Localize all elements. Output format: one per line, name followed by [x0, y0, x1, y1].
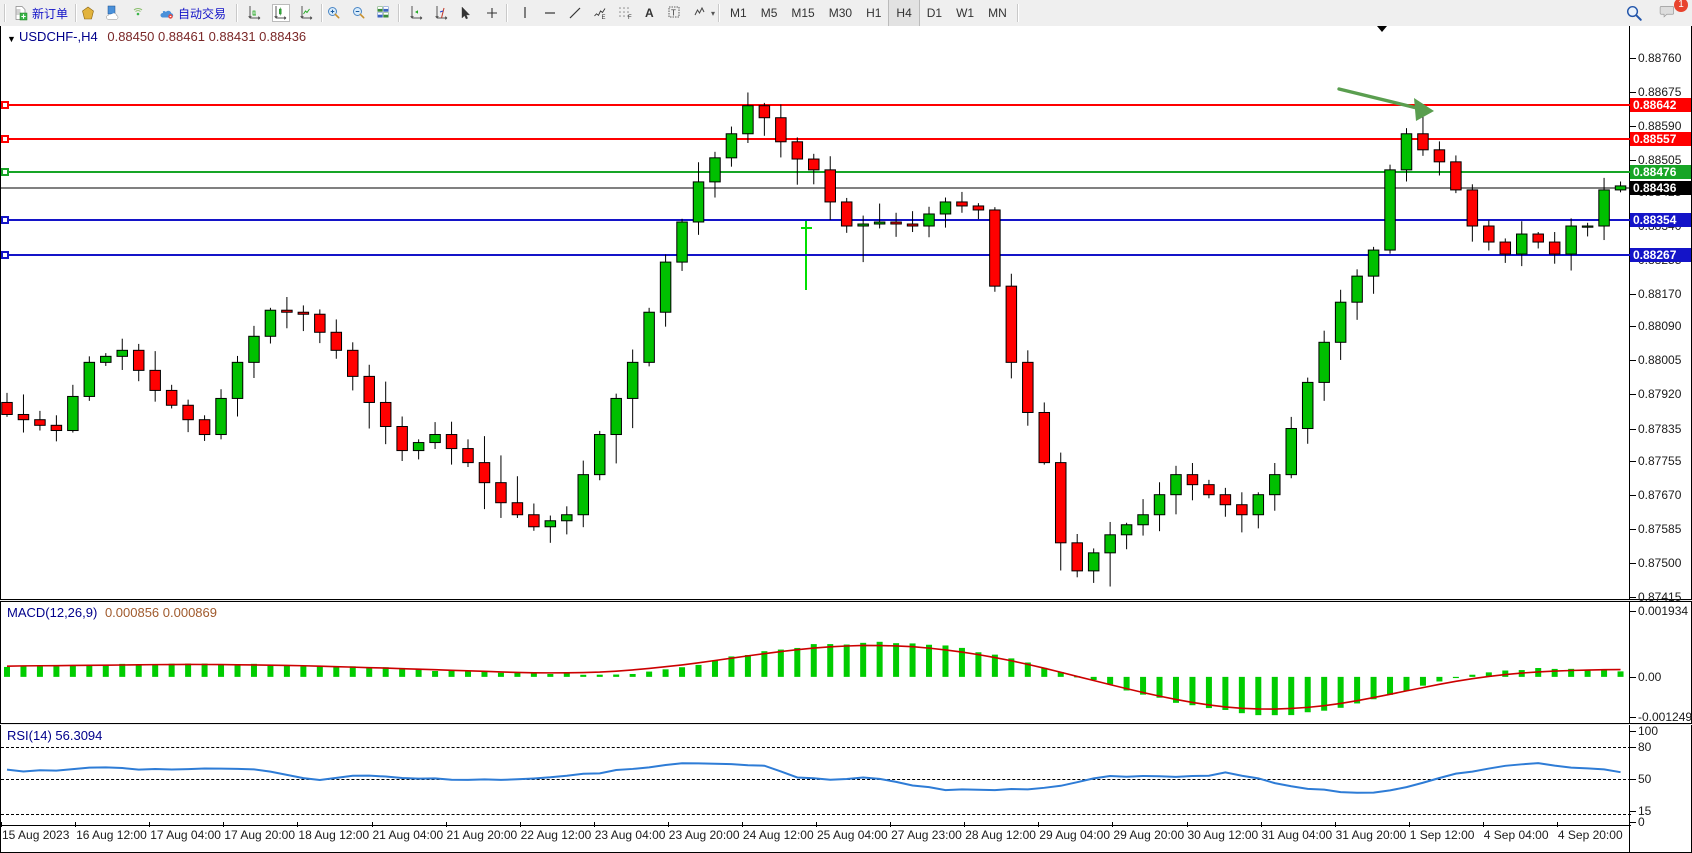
- svg-text:T: T: [671, 9, 676, 18]
- svg-text:F: F: [628, 15, 632, 21]
- svg-text:E: E: [602, 15, 606, 21]
- svg-text:A: A: [645, 6, 654, 20]
